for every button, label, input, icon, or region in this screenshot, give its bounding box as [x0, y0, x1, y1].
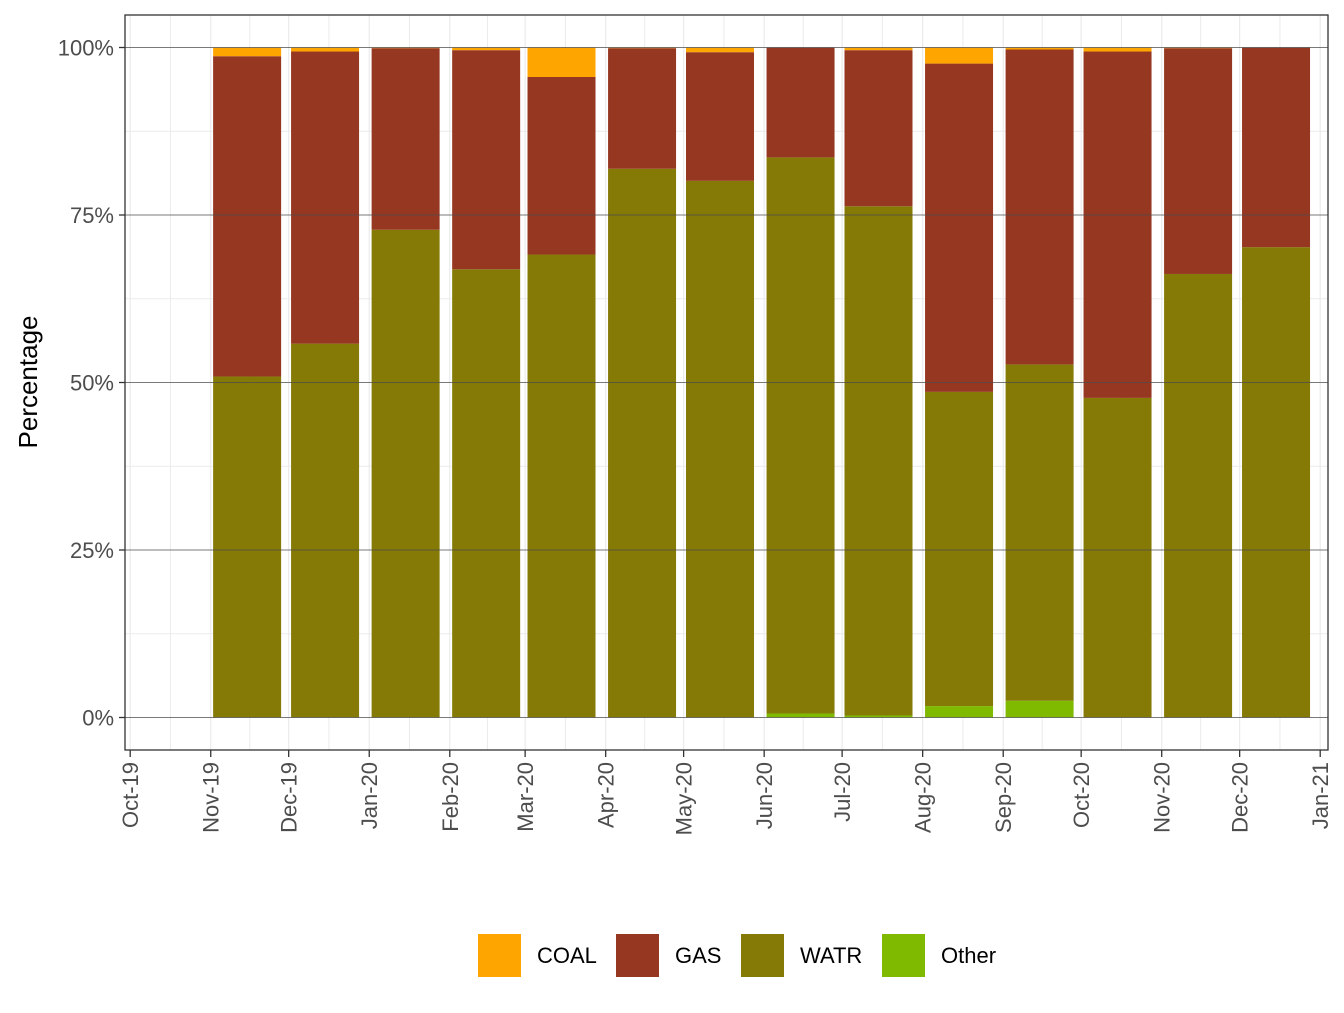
bar-segment-coal [1005, 47, 1074, 50]
y-axis: 0% 25% 50% 75% 100% [58, 36, 125, 731]
x-tick-label: Nov-19 [199, 762, 224, 833]
y-tick-label: 100% [58, 36, 114, 61]
bar-segment-coal [686, 47, 755, 53]
y-tick-label: 75% [70, 203, 114, 228]
x-tick-label: Mar-20 [513, 762, 538, 832]
legend-key-gas [616, 934, 659, 977]
x-tick-label: Dec-19 [277, 762, 302, 833]
x-tick-label: Oct-20 [1069, 762, 1094, 828]
bar-segment-watr [686, 180, 755, 718]
bar-segment-watr [452, 269, 521, 718]
bar-segment-gas [844, 50, 913, 207]
y-tick-label: 25% [70, 538, 114, 563]
bar-segment-gas [1083, 51, 1152, 398]
x-tick-label: Jan-21 [1308, 762, 1333, 829]
bar-segment-watr [766, 157, 835, 714]
legend-label-other: Other [941, 943, 996, 968]
bar-segment-coal [213, 47, 282, 57]
bar-segment-watr [1242, 247, 1311, 718]
legend-label-watr: WATR [800, 943, 862, 968]
bar-segment-watr [213, 376, 282, 718]
bar-segment-gas [686, 52, 755, 181]
x-tick-label: Nov-20 [1150, 762, 1175, 833]
bar-segment-gas [291, 51, 360, 344]
x-tick-label: Jul-20 [830, 762, 855, 822]
bar-segment-other [925, 706, 994, 718]
x-tick-label: Oct-19 [118, 762, 143, 828]
bar-segment-gas [608, 48, 677, 169]
bar-segment-other [844, 715, 913, 718]
bar-segment-watr [371, 229, 440, 718]
bar-segment-coal [291, 47, 360, 52]
bar-segment-coal [527, 47, 596, 77]
x-tick-label: Apr-20 [594, 762, 619, 828]
legend: COAL GAS WATR Other [478, 934, 996, 977]
x-tick-label: May-20 [672, 762, 697, 835]
legend-key-coal [478, 934, 521, 977]
bar-segment-gas [766, 47, 835, 158]
legend-label-gas: GAS [675, 943, 721, 968]
bars [213, 47, 1311, 718]
y-tick-label: 0% [82, 706, 114, 731]
bar-segment-gas [925, 63, 994, 392]
x-tick-label: Dec-20 [1228, 762, 1253, 833]
bar-segment-other [1005, 700, 1074, 718]
x-axis: Oct-19 Nov-19 Dec-19 Jan-20 Feb-20 Mar-20 Apr-… [118, 750, 1333, 835]
x-tick-label: Jun-20 [752, 762, 777, 829]
x-tick-label: Jan-20 [357, 762, 382, 829]
bar-segment-coal [925, 47, 994, 64]
legend-key-watr [741, 934, 784, 977]
bar-segment-coal [1083, 47, 1152, 52]
bar-segment-gas [527, 76, 596, 255]
y-axis-title: Percentage [13, 316, 43, 449]
bar-segment-watr [608, 168, 677, 718]
bar-segment-watr [1164, 273, 1233, 718]
bar-segment-gas [1242, 47, 1311, 248]
x-tick-label: Feb-20 [438, 762, 463, 832]
legend-key-other [882, 934, 925, 977]
bar-segment-gas [371, 48, 440, 230]
bar-segment-gas [1164, 48, 1233, 274]
y-tick-label: 50% [70, 371, 114, 396]
bar-segment-other [766, 713, 835, 718]
bar-segment-coal [844, 47, 913, 51]
legend-label-coal: COAL [537, 943, 597, 968]
bar-segment-gas [452, 50, 521, 270]
bar-segment-gas [1005, 49, 1074, 365]
bar-segment-watr [1083, 397, 1152, 718]
bar-segment-watr [925, 391, 994, 707]
bar-segment-watr [844, 206, 913, 716]
bar-segment-watr [291, 343, 360, 718]
bar-segment-watr [1005, 364, 1074, 701]
bar-segment-gas [213, 56, 282, 377]
bar-segment-coal [452, 47, 521, 51]
x-tick-label: Sep-20 [991, 762, 1016, 833]
x-tick-label: Aug-20 [911, 762, 936, 833]
bar-segment-watr [527, 254, 596, 718]
